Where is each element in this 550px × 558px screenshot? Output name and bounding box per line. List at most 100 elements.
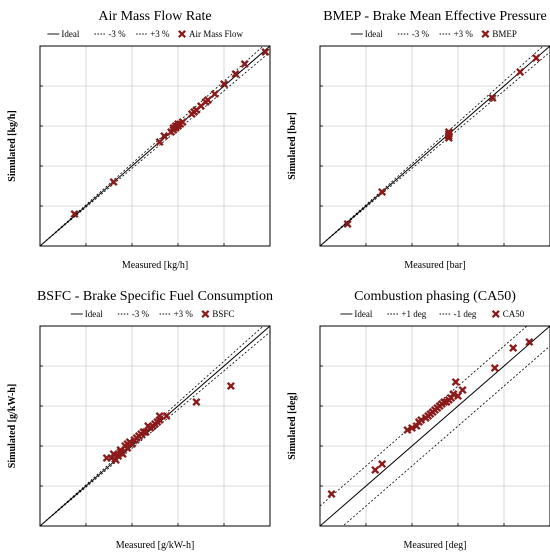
- data-point-stroke: [444, 127, 453, 137]
- legend-label: +3 %: [454, 29, 474, 39]
- legend-label: CA50: [503, 309, 525, 319]
- legend-label: Ideal: [61, 29, 79, 39]
- legend-label: Ideal: [365, 29, 383, 39]
- data-point-stroke: [219, 79, 229, 89]
- data-point: [327, 489, 336, 499]
- chart-panel-4: Combustion phasing (CA50) Ideal +1 deg -1 d…: [287, 289, 550, 551]
- plot-frame: [39, 45, 271, 247]
- data-point-stroke: [371, 465, 380, 475]
- legend-marker-x: [481, 30, 490, 38]
- plot-frame: [319, 325, 550, 527]
- data-point: [123, 439, 132, 449]
- data-point: [114, 451, 123, 461]
- data-point-stroke: [509, 343, 518, 353]
- data-point: [70, 209, 79, 219]
- reference-line: [320, 51, 550, 246]
- reference-line: [342, 345, 550, 526]
- data-point: [192, 397, 201, 407]
- data-point: [458, 385, 467, 395]
- data-point-stroke: [109, 449, 118, 459]
- grid: [40, 326, 270, 526]
- data-point-stroke: [532, 53, 541, 63]
- x-axis-label: Measured [kg/h]: [122, 260, 188, 271]
- data-point: [407, 423, 417, 433]
- reference-line: [40, 326, 264, 526]
- data-point-stroke: [192, 397, 201, 407]
- legend: Ideal -3 % +3 % BSFC: [70, 309, 234, 319]
- chart-panel-1: Air Mass Flow Rate Ideal -3 % +3 % Air Mass …: [7, 9, 271, 271]
- data-point-stroke: [178, 117, 187, 127]
- data-point-stroke: [155, 411, 164, 421]
- data-point-stroke: [107, 453, 116, 463]
- data-point: [490, 363, 499, 373]
- data-point: [451, 377, 460, 387]
- x-axis-label: Measured [bar]: [404, 260, 465, 271]
- legend-marker-x: [201, 310, 210, 318]
- reference-line: [40, 51, 270, 246]
- data-point: [109, 177, 118, 187]
- data-point: [532, 53, 541, 63]
- data-point-stroke: [343, 219, 352, 229]
- data-point: [226, 381, 235, 391]
- plot-frame: [319, 45, 550, 247]
- data-point: [240, 59, 249, 69]
- data-point: [155, 411, 164, 421]
- plot-frame: [39, 325, 271, 527]
- data-point-stroke: [378, 187, 387, 197]
- legend-label: +1 deg: [401, 309, 426, 319]
- data-point: [219, 79, 229, 89]
- data-point-stroke: [451, 377, 460, 387]
- chart-title: Combustion phasing (CA50): [354, 289, 516, 304]
- data-point-stroke: [458, 385, 467, 395]
- data-point: [210, 89, 219, 99]
- legend-label: -3 %: [412, 29, 430, 39]
- reference-line: [40, 46, 264, 246]
- reference-lines: [320, 326, 550, 526]
- y-axis-label: Simulated [g/kW-h]: [7, 384, 18, 468]
- chart-panel-3: BSFC - Brake Specific Fuel Consumption Id…: [7, 289, 273, 551]
- data-point-stroke: [525, 337, 534, 347]
- data-point-stroke: [488, 93, 497, 103]
- data-point-stroke: [444, 133, 453, 143]
- data-point-stroke: [203, 95, 212, 105]
- data-point-stroke: [226, 381, 235, 391]
- data-points: [70, 47, 270, 219]
- data-point: [440, 397, 449, 407]
- data-point-stroke: [490, 363, 499, 373]
- x-axis-label: Measured [g/kW-h]: [116, 540, 195, 551]
- legend-label: -3 %: [108, 29, 126, 39]
- grid: [320, 326, 550, 526]
- data-point-stroke: [231, 69, 240, 79]
- reference-lines: [320, 46, 550, 246]
- chart-title: BMEP - Brake Mean Effective Pressure: [323, 9, 547, 24]
- data-point-stroke: [116, 447, 125, 457]
- data-point-stroke: [210, 89, 219, 99]
- data-point-stroke: [109, 177, 118, 187]
- data-point-stroke: [261, 47, 270, 57]
- data-point: [160, 131, 169, 141]
- y-axis-label: Simulated [kg/h]: [7, 110, 18, 181]
- chart-panel-2: BMEP - Brake Mean Effective Pressure Idea…: [287, 9, 550, 271]
- data-point: [444, 127, 453, 137]
- data-point: [162, 411, 171, 421]
- reference-line: [40, 46, 270, 246]
- data-point: [111, 455, 120, 465]
- data-point-stroke: [447, 393, 456, 403]
- data-point: [417, 415, 426, 425]
- data-point: [516, 67, 525, 77]
- data-point: [403, 425, 412, 435]
- data-point: [107, 453, 116, 463]
- data-points: [327, 337, 534, 499]
- data-point-stroke: [440, 397, 449, 407]
- data-point: [447, 393, 456, 403]
- data-point: [371, 465, 380, 475]
- data-point: [444, 133, 453, 143]
- y-axis-label: Simulated [deg]: [287, 392, 298, 460]
- reference-lines: [40, 46, 270, 246]
- data-point: [203, 95, 212, 105]
- legend-label: Ideal: [354, 309, 372, 319]
- legend-marker-x: [491, 310, 500, 318]
- data-point-stroke: [403, 425, 412, 435]
- legend-label: Air Mass Flow: [189, 29, 244, 39]
- legend-label: BSFC: [212, 309, 234, 319]
